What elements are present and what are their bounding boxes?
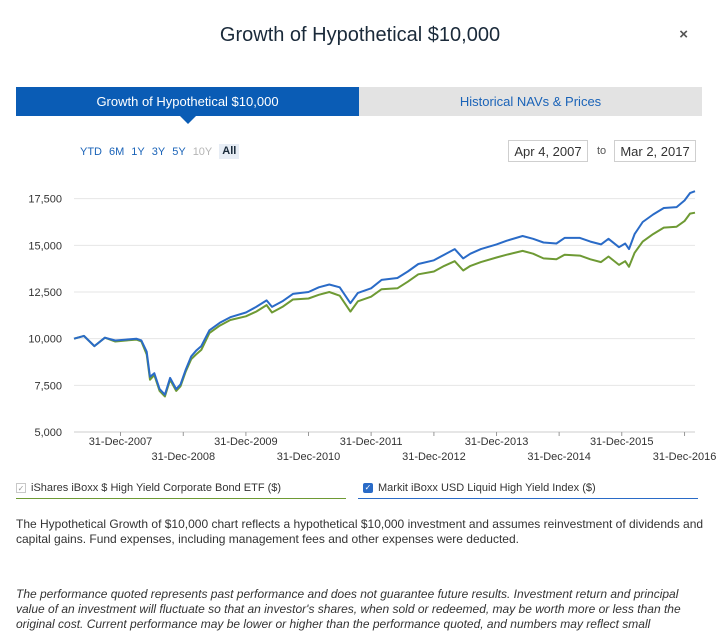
y-tick-label: 7,500 [34,380,62,392]
x-tick-label: 31-Dec-2011 [340,436,403,448]
chart-description: The Hypothetical Growth of $10,000 chart… [16,517,704,546]
x-tick-label: 31-Dec-2014 [527,451,591,463]
checkbox-icon[interactable]: ✓ [363,482,373,493]
series-line-markit-index [73,190,696,396]
x-tick-label: 31-Dec-2008 [151,451,215,463]
range-selector: YTD 6M 1Y 3Y 5Y 10Y All [80,144,240,159]
range-ytd-button[interactable]: YTD [80,146,102,158]
series-line-ishares-etf [73,211,696,398]
x-tick-label: 31-Dec-2016 [653,451,717,463]
legend-item-ishares-etf[interactable]: ✓ iShares iBoxx $ High Yield Corporate B… [16,477,346,499]
y-tick-label: 17,500 [28,194,62,206]
legend-label: Markit iBoxx USD Liquid High Yield Index… [378,481,596,494]
date-to-input[interactable]: Mar 2, 2017 [614,140,696,162]
x-tick-label: 31-Dec-2010 [277,451,341,463]
x-tick-label: 31-Dec-2013 [465,436,529,448]
performance-disclaimer: The performance quoted represents past p… [16,587,681,631]
x-tick-label: 31-Dec-2015 [590,436,654,448]
y-tick-label: 12,500 [28,287,62,299]
close-icon[interactable]: × [679,26,688,43]
checkbox-icon[interactable]: ✓ [16,482,26,493]
y-tick-label: 15,000 [28,240,62,252]
range-5y-button[interactable]: 5Y [172,146,186,158]
y-tick-label: 5,000 [34,427,62,439]
x-tick-label: 31-Dec-2007 [89,436,153,448]
tab-historical-navs[interactable]: Historical NAVs & Prices [359,87,702,116]
legend-item-markit-index[interactable]: ✓ Markit iBoxx USD Liquid High Yield Ind… [358,477,698,499]
tab-growth[interactable]: Growth of Hypothetical $10,000 [16,87,359,124]
range-3y-button[interactable]: 3Y [151,146,166,158]
modal-title: Growth of Hypothetical $10,000 [219,24,501,46]
legend-label: iShares iBoxx $ High Yield Corporate Bon… [31,481,282,494]
y-tick-label: 10,000 [28,334,62,346]
tab-bar: Growth of Hypothetical $10,000 Historica… [16,87,702,124]
range-all-button[interactable]: All [219,144,240,159]
date-separator: to [597,145,607,157]
range-10y-button: 10Y [192,146,213,158]
range-6m-button[interactable]: 6M [109,146,125,158]
date-from-input[interactable]: Apr 4, 2007 [508,140,588,162]
x-tick-label: 31-Dec-2012 [402,451,466,463]
growth-chart: 5,000 7,500 10,000 12,500 15,000 17,500 31-Dec… [28,190,717,463]
range-1y-button[interactable]: 1Y [131,146,145,158]
x-tick-label: 31-Dec-2009 [214,436,278,448]
